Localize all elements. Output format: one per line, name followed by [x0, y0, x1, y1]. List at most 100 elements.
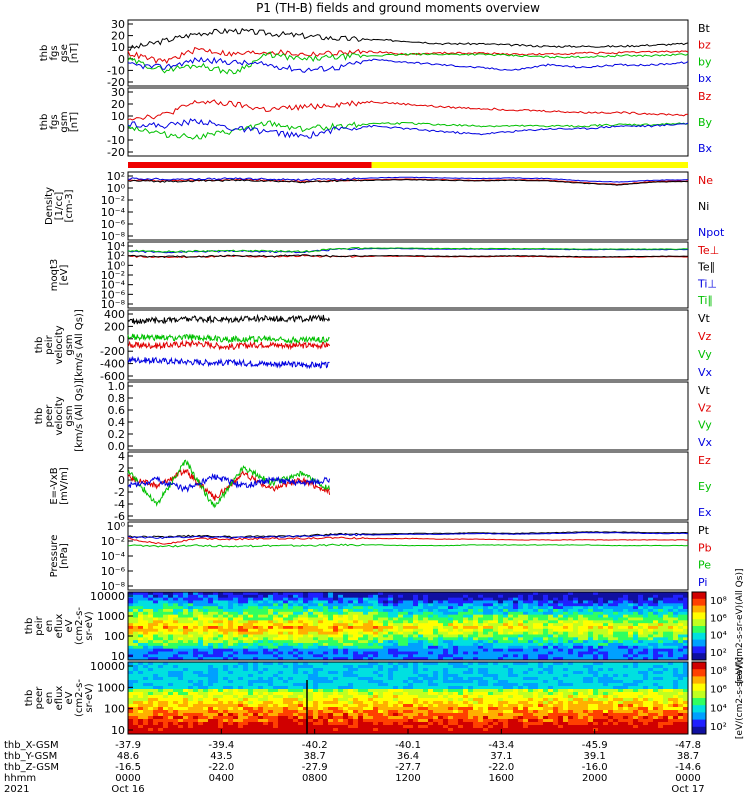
heatmap-cell — [188, 592, 194, 596]
heatmap-cell — [408, 648, 414, 652]
heatmap-cell — [233, 631, 239, 635]
heatmap-cell — [278, 713, 284, 717]
panel-frame — [127, 381, 689, 451]
heatmap-cell — [578, 611, 584, 616]
heatmap-cell — [143, 637, 149, 641]
heatmap-cell — [193, 680, 199, 684]
heatmap-cell — [428, 686, 434, 690]
heatmap-cell — [168, 634, 174, 638]
heatmap-cell — [288, 657, 294, 661]
heatmap-cell — [363, 614, 369, 618]
heatmap-cell — [458, 651, 464, 655]
heatmap-cell — [138, 662, 144, 666]
heatmap-cell — [488, 609, 494, 613]
heatmap-cell — [453, 628, 459, 633]
heatmap-cell — [478, 611, 484, 616]
heatmap-cell — [648, 640, 654, 644]
heatmap-cell — [258, 668, 264, 672]
heatmap-cell — [663, 692, 669, 696]
legend-label: Ex — [698, 506, 712, 519]
heatmap-cell — [443, 606, 449, 610]
heatmap-cell — [538, 594, 544, 599]
heatmap-cell — [553, 704, 559, 708]
heatmap-cell — [663, 645, 669, 650]
heatmap-cell — [178, 614, 184, 618]
heatmap-cell — [273, 597, 279, 601]
heatmap-cell — [608, 611, 614, 616]
legend-label: Pt — [698, 524, 710, 537]
heatmap-cell — [553, 683, 559, 687]
heatmap-cell — [538, 698, 544, 702]
heatmap-cell — [238, 628, 244, 633]
heatmap-cell — [493, 677, 499, 681]
heatmap-cell — [343, 623, 349, 627]
heatmap-cell — [378, 626, 384, 630]
heatmap-cell — [128, 597, 134, 601]
heatmap-cell — [553, 611, 559, 616]
heatmap-cell — [483, 698, 489, 702]
heatmap-cell — [143, 600, 149, 604]
heatmap-cell — [293, 654, 299, 658]
heatmap-cell — [138, 654, 144, 658]
heatmap-cell — [233, 600, 239, 604]
heatmap-cell — [558, 695, 564, 699]
heatmap-cell — [338, 643, 344, 647]
heatmap-cell — [203, 643, 209, 647]
heatmap-cell — [648, 648, 654, 652]
heatmap-cell — [428, 716, 434, 720]
heatmap-cell — [528, 698, 534, 702]
heatmap-cell — [433, 648, 439, 652]
heatmap-cell — [353, 692, 359, 696]
heatmap-cell — [313, 701, 319, 705]
heatmap-cell — [568, 628, 574, 633]
heatmap-cell — [558, 643, 564, 647]
heatmap-cell — [418, 701, 424, 705]
heatmap-cell — [378, 606, 384, 610]
heatmap-cell — [168, 665, 174, 669]
heatmap-cell — [533, 628, 539, 633]
heatmap-cell — [188, 606, 194, 610]
heatmap-cell — [483, 637, 489, 641]
heatmap-cell — [438, 662, 444, 666]
heatmap-cell — [623, 651, 629, 655]
heatmap-cell — [308, 628, 314, 633]
heatmap-cell — [628, 665, 634, 669]
heatmap-cell — [278, 623, 284, 627]
heatmap-cell — [513, 683, 519, 687]
heatmap-cell — [608, 628, 614, 633]
heatmap-cell — [208, 628, 214, 633]
heatmap-cell — [443, 634, 449, 638]
heatmap-cell — [643, 698, 649, 702]
heatmap-cell — [283, 713, 289, 717]
heatmap-cell — [248, 716, 254, 720]
heatmap-cell — [223, 683, 229, 687]
heatmap-cell — [338, 606, 344, 610]
heatmap-cell — [613, 592, 619, 596]
heatmap-cell — [658, 611, 664, 616]
heatmap-cell — [583, 626, 589, 630]
heatmap-cell — [258, 628, 264, 633]
heatmap-cell — [173, 594, 179, 599]
heatmap-cell — [413, 592, 419, 596]
heatmap-cell — [163, 701, 169, 705]
heatmap-cell — [303, 640, 309, 644]
heatmap-cell — [588, 698, 594, 702]
heatmap-cell — [268, 617, 274, 621]
heatmap-cell — [478, 651, 484, 655]
heatmap-cell — [588, 674, 594, 678]
heatmap-cell — [673, 677, 679, 681]
heatmap-cell — [518, 662, 524, 666]
heatmap-cell — [363, 620, 369, 624]
heatmap-cell — [223, 654, 229, 658]
heatmap-cell — [248, 620, 254, 624]
heatmap-cell — [173, 645, 179, 650]
heatmap-cell — [393, 609, 399, 613]
heatmap-cell — [628, 713, 634, 717]
heatmap-cell — [383, 634, 389, 638]
heatmap-cell — [513, 713, 519, 717]
heatmap-cell — [158, 716, 164, 720]
heatmap-cell — [253, 631, 259, 635]
heatmap-cell — [528, 628, 534, 633]
heatmap-cell — [308, 603, 314, 607]
heatmap-cell — [508, 683, 514, 687]
